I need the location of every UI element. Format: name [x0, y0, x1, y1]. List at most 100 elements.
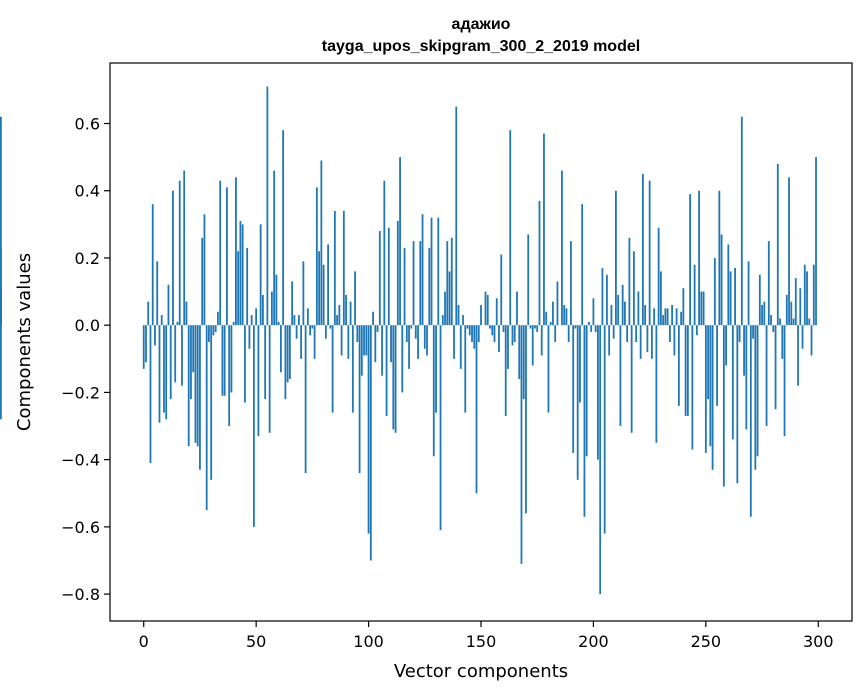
chart-subtitle: tayga_upos_skipgram_300_2_2019 model — [322, 38, 640, 55]
bar — [315, 187, 318, 326]
bar — [158, 325, 161, 423]
bar — [797, 325, 799, 386]
bar — [0, 325, 2, 420]
bar — [423, 325, 426, 349]
bar — [547, 325, 550, 413]
bar — [297, 315, 300, 326]
bar — [641, 173, 644, 326]
bar — [659, 271, 662, 326]
bar — [520, 325, 523, 564]
bar — [293, 315, 296, 326]
bar — [702, 291, 705, 326]
bar — [572, 325, 575, 453]
bar — [279, 325, 282, 373]
bar — [329, 325, 332, 329]
bar — [360, 325, 363, 376]
bar — [727, 244, 730, 326]
bar — [405, 325, 408, 342]
bar — [142, 325, 145, 369]
bar — [624, 301, 626, 326]
bar — [291, 281, 294, 326]
bar — [205, 325, 208, 511]
bar — [763, 301, 766, 326]
bar — [601, 268, 604, 326]
bar — [421, 214, 424, 326]
bar — [318, 251, 321, 326]
bar — [543, 133, 545, 326]
bar — [446, 241, 449, 326]
bar — [363, 325, 365, 356]
bar — [689, 194, 692, 326]
bar — [417, 325, 419, 359]
bar — [626, 325, 629, 342]
bar — [493, 325, 496, 342]
bar — [369, 325, 372, 561]
bar — [365, 325, 368, 356]
bar — [160, 315, 163, 326]
bar — [288, 325, 291, 379]
bar — [563, 305, 566, 326]
bar — [655, 325, 658, 443]
bar — [603, 325, 606, 534]
bar — [450, 237, 453, 326]
bar — [196, 325, 199, 447]
bar — [253, 325, 255, 527]
bar — [585, 325, 588, 457]
bar — [637, 291, 640, 326]
bar — [311, 325, 314, 329]
bar — [633, 251, 635, 326]
bar — [340, 325, 343, 356]
bar — [599, 325, 602, 595]
bar — [208, 325, 210, 342]
bar — [432, 325, 435, 457]
bar — [588, 321, 590, 326]
bar — [264, 325, 267, 400]
bar — [149, 325, 152, 464]
bar — [752, 325, 754, 339]
bar — [686, 325, 689, 416]
bar — [306, 308, 309, 326]
bar — [187, 325, 190, 447]
bar — [486, 294, 489, 326]
bar — [338, 305, 341, 326]
bar — [806, 271, 808, 326]
bar — [457, 305, 460, 326]
bar — [509, 130, 512, 326]
bar — [237, 251, 240, 326]
bar — [491, 325, 494, 336]
bar — [552, 301, 554, 326]
bar — [716, 325, 718, 406]
bar — [731, 325, 734, 440]
bar — [531, 325, 534, 366]
bar — [270, 291, 273, 326]
bar — [635, 325, 638, 342]
bar — [776, 163, 779, 326]
bar — [349, 301, 352, 326]
bar — [419, 241, 422, 326]
bar — [554, 325, 557, 342]
bar — [792, 318, 795, 326]
bar — [815, 157, 817, 326]
bar — [621, 284, 624, 326]
bar — [581, 204, 584, 326]
bar — [664, 308, 667, 326]
bar — [455, 106, 458, 326]
bar — [257, 325, 260, 437]
bar — [527, 234, 530, 326]
bar — [192, 325, 195, 373]
bar — [606, 274, 608, 326]
bar — [203, 214, 206, 326]
bar — [740, 116, 743, 326]
bar — [174, 325, 177, 383]
bar — [680, 311, 683, 326]
bar — [466, 325, 469, 329]
bar — [673, 325, 676, 356]
bar — [399, 157, 401, 326]
bar — [259, 224, 262, 326]
bar — [713, 257, 716, 326]
bar — [484, 291, 487, 326]
bar — [504, 325, 507, 416]
bar — [700, 291, 703, 326]
x-tick-label: 150 — [466, 632, 497, 651]
